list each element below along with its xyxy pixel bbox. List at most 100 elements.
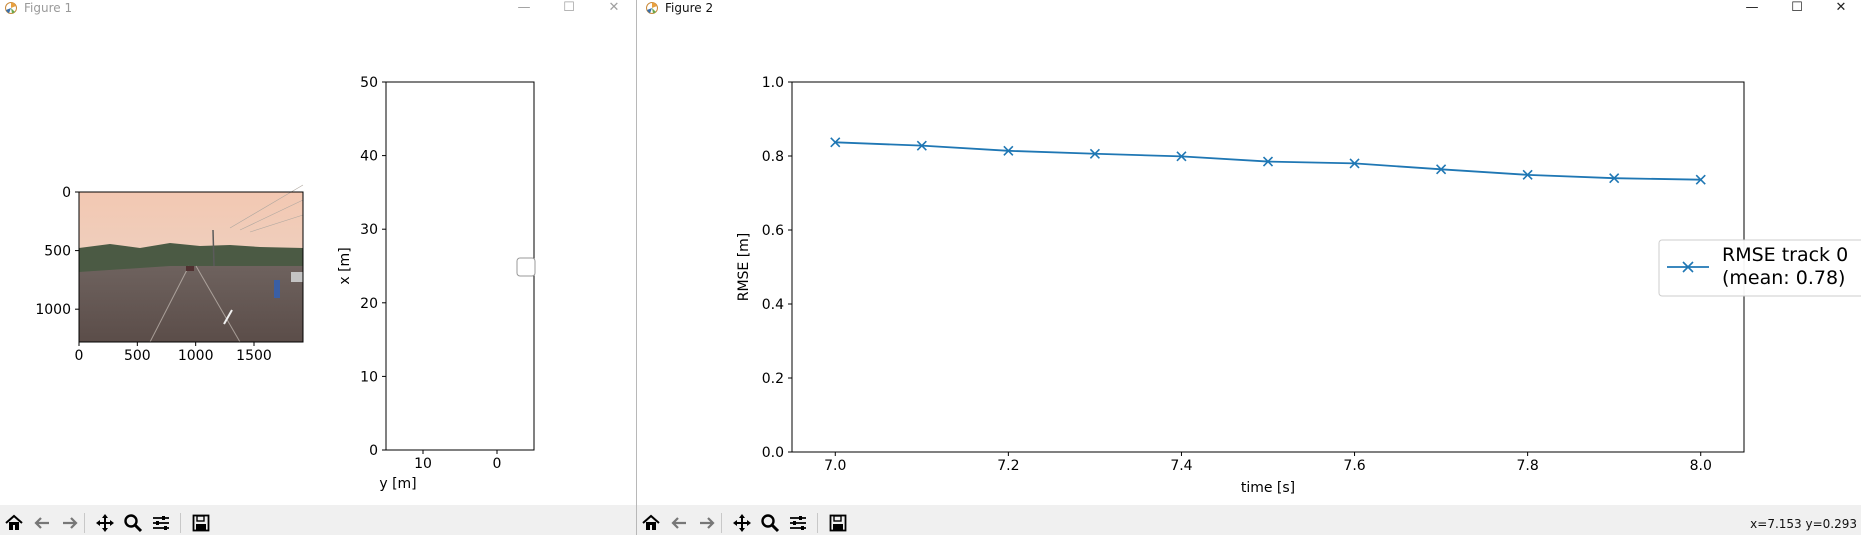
home-button[interactable] [640,512,662,534]
configure-subplots-button[interactable] [150,512,172,534]
rmse-xtick-label: 7.0 [824,458,846,474]
rmse-plot-frame [791,81,1745,453]
rmse-xtick-label: 8.0 [1690,458,1712,474]
rmse-data-point [1349,158,1360,169]
window-title: Figure 1 [24,1,73,15]
rmse-data-point [1089,148,1100,159]
image-ytick-label: 1000 [35,302,71,318]
rmse-xtick-label: 7.4 [1170,458,1192,474]
image-ytick-label: 0 [62,185,71,201]
toolbar-separator [180,513,181,533]
minimize-button[interactable]: — [517,0,531,15]
bev-xlabel: y [m] [379,476,416,492]
bev-ytick-label: 0 [369,443,378,459]
toolbar-separator [84,513,85,533]
bev-ytick-label: 20 [360,296,378,312]
bev-xtick-label: 0 [493,456,502,472]
rmse-ytick-label: 0.2 [762,371,784,387]
legend-marker-sample [1682,261,1694,273]
navigation-toolbar: x=7.153 y=0.293 [637,505,1861,535]
pan-icon [733,514,751,532]
rmse-ytick-label: 1.0 [762,75,784,91]
title-bar[interactable]: Figure 1 — ☐ ✕ [0,0,636,17]
pan-icon [96,514,114,532]
zoom-icon [124,514,143,533]
rmse-data-point [916,140,927,151]
zoom-button[interactable] [759,512,781,534]
rmse-xtick-label: 7.6 [1343,458,1365,474]
rmse-ytick-label: 0.6 [762,223,784,239]
figure-1-canvas[interactable]: 0 500 1000 0 500 1000 1500 0 10 20 30 40 50 10 0 y … [0,0,636,505]
forward-arrow-button[interactable] [59,512,81,534]
maximize-button[interactable]: ☐ [563,0,575,15]
camera-image-axes: 0 500 1000 0 500 1000 1500 [35,184,304,364]
bev-xtick-label: 10 [414,456,432,472]
image-ytick-label: 500 [44,244,71,260]
close-button[interactable]: ✕ [1835,0,1847,15]
zoom-icon [761,514,780,533]
back-arrow-button[interactable] [668,512,690,534]
window-title: Figure 2 [665,1,714,15]
rmse-data-point [1176,151,1187,162]
rmse-ytick-label: 0.0 [762,445,784,461]
rmse-data-point [1262,156,1274,167]
home-icon [5,514,23,530]
rmse-data-point [1436,164,1447,175]
rmse-ytick-label: 0.4 [762,297,784,313]
close-button[interactable]: ✕ [608,0,620,15]
bev-ytick-label: 40 [360,149,378,165]
pan-button[interactable] [731,512,753,534]
minimize-button[interactable]: — [1745,0,1759,15]
navigation-toolbar [0,505,636,535]
rmse-xtick-label: 7.2 [997,458,1019,474]
configure-subplots-button[interactable] [787,512,809,534]
configure-subplots-icon [790,516,806,530]
back-arrow-button[interactable] [31,512,53,534]
rmse-xlabel: time [s] [1241,480,1295,496]
figure-1-window: Figure 1 — ☐ ✕ [0,0,636,535]
figure-2-canvas[interactable]: 0.0 0.2 0.4 0.6 0.8 1.0 7.0 7.2 7.4 7.6 7.8 8.0 ti… [637,0,1861,505]
bev-ytick-label: 50 [360,75,378,91]
forward-arrow-icon [63,517,78,529]
save-icon [829,514,847,532]
rmse-data-point [830,137,841,148]
image-xtick-label: 1500 [236,348,272,364]
back-arrow-icon [34,517,49,529]
save-button[interactable] [190,512,212,534]
rmse-data-point [1003,145,1014,156]
forward-arrow-button[interactable] [696,512,718,534]
rmse-legend: RMSE track 0 (mean: 0.78) [1658,239,1861,297]
zoom-button[interactable] [122,512,144,534]
toolbar-separator [817,513,818,533]
back-arrow-icon [671,517,686,529]
camera-image [79,184,304,343]
rmse-xtick-label: 7.8 [1517,458,1539,474]
bev-legend-box [516,257,536,277]
home-button[interactable] [3,512,25,534]
rmse-data-point [1695,174,1706,185]
bev-plot-frame [385,81,535,451]
toolbar-separator [721,513,722,533]
save-button[interactable] [827,512,849,534]
image-xtick-label: 0 [75,348,84,364]
title-bar[interactable]: Figure 2 — ☐ ✕ [637,0,1861,17]
pan-button[interactable] [94,512,116,534]
rmse-ytick-label: 0.8 [762,149,784,165]
save-icon [192,514,210,532]
rmse-data-point [1609,173,1620,184]
home-icon [642,514,660,530]
legend-label-line-1: RMSE track 0 [1722,244,1848,266]
bev-ytick-label: 10 [360,369,378,385]
configure-subplots-icon [153,516,169,530]
bev-ylabel: x [m] [337,247,353,284]
rmse-data-point [1522,169,1533,180]
image-xtick-label: 1000 [178,348,214,364]
rmse-ylabel: RMSE [m] [736,233,752,302]
bev-plot-axes: 0 10 20 30 40 50 10 0 y [m] x [m] [337,75,536,492]
matplotlib-logo-icon [646,2,658,14]
maximize-button[interactable]: ☐ [1791,0,1803,15]
cursor-coordinates: x=7.153 y=0.293 [1750,517,1857,531]
figure-2-window: Figure 2 — ☐ ✕ 0.0 0.2 0.4 0.6 0.8 1.0 7.0 7.2… [637,0,1861,535]
rmse-plot-axes: 0.0 0.2 0.4 0.6 0.8 1.0 7.0 7.2 7.4 7.6 7.8 8.0 ti… [736,75,1861,496]
forward-arrow-icon [700,517,715,529]
